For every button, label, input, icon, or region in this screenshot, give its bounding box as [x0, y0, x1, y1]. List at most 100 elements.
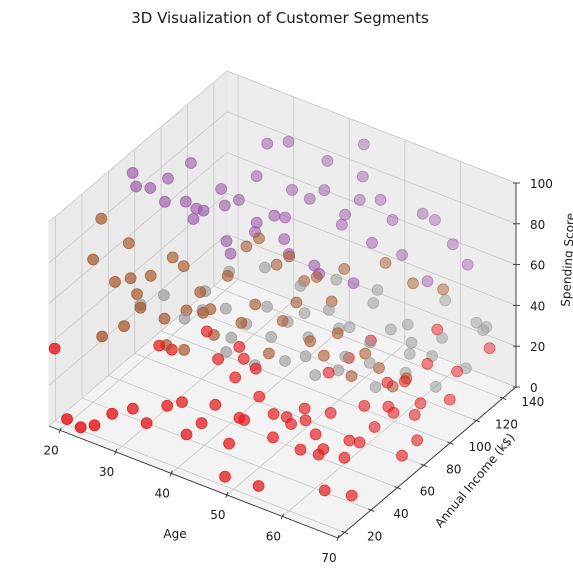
x-grid-floor [282, 365, 461, 517]
y-grid-floor [108, 375, 398, 489]
scatter-point-series-2 [144, 269, 157, 282]
scatter-point-series-2 [276, 314, 289, 327]
y-tick-label: 120 [495, 418, 518, 432]
scatter-point-series-1 [381, 376, 394, 389]
scatter-point-series-3 [144, 182, 157, 194]
scatter-point-series-1 [153, 339, 166, 352]
scatter-point-series-2 [122, 237, 135, 250]
scatter-point-series-4 [225, 331, 238, 344]
scatter-point-series-4 [403, 347, 416, 360]
x-tick-label: 60 [266, 529, 281, 543]
scatter-point-series-1 [299, 414, 312, 427]
scatter-point-series-1 [443, 393, 456, 406]
z-grid-side [48, 152, 228, 304]
scatter-point-series-3 [187, 213, 200, 225]
scatter-point-series-2 [158, 312, 171, 325]
scatter-point-series-3 [356, 170, 369, 183]
scatter-point-series-3 [286, 183, 298, 196]
scatter-point-series-2 [310, 271, 323, 283]
scatter-point-series-3 [339, 208, 352, 221]
scatter-point-series-4 [220, 346, 233, 358]
z-tick-label: 20 [530, 340, 545, 354]
z-grid-back [226, 152, 517, 265]
x-tick [58, 427, 62, 434]
scatter-point-series-2 [437, 283, 450, 296]
scatter-point-series-1 [229, 371, 242, 384]
y-tick [447, 441, 454, 445]
scatter-point-series-3 [184, 157, 197, 169]
scatter-point-series-1 [345, 489, 358, 502]
scatter-point-series-4 [219, 302, 232, 315]
scatter-point-series-1 [253, 390, 266, 403]
scatter-point-series-4 [332, 364, 345, 377]
z-tick-label: 100 [530, 177, 553, 191]
scatter-point-series-4 [258, 261, 271, 274]
x-axis-line [48, 425, 339, 539]
scatter-point-series-2 [345, 370, 358, 383]
scatter-point-series-1 [396, 449, 408, 462]
scatter-point-series-1 [252, 480, 265, 492]
x-tick [114, 448, 118, 455]
scatter-point-series-2 [331, 327, 344, 340]
scatter-point-series-2 [283, 250, 296, 263]
scatter-point-series-3 [347, 277, 360, 290]
y-tick-label: 40 [393, 507, 408, 521]
scatter-point-series-1 [161, 399, 174, 412]
scatter-point-series-1 [298, 402, 311, 415]
scatter-point-series-4 [480, 321, 493, 333]
scatter-point-series-2 [407, 277, 419, 290]
y-grid-floor [187, 308, 477, 421]
scatter-point-series-3 [250, 170, 263, 183]
scatter-point-series-2 [124, 272, 137, 285]
y-grid-floor [134, 352, 424, 466]
scatter-point-series-1 [421, 357, 434, 370]
scatter-point-series-1 [451, 365, 464, 378]
scatter-point-series-1 [195, 417, 208, 430]
scatter-point-series-3 [162, 172, 174, 185]
scatter-point-series-4 [330, 273, 343, 286]
z-grid-back [226, 70, 517, 184]
y-tick-label: 20 [367, 529, 382, 543]
z-grid-back [226, 274, 517, 388]
scatter-point-series-2 [304, 335, 317, 348]
scatter-point-series-1 [212, 353, 225, 366]
scatter-point-series-1 [223, 437, 236, 450]
z-grid-side [48, 274, 228, 427]
scatter-point-series-4 [439, 294, 452, 307]
chart-title: 3D Visualization of Customer Segments [131, 9, 429, 27]
y-tick [420, 463, 428, 468]
scatter-point-series-3 [321, 154, 334, 167]
y-tick-label: 100 [469, 440, 492, 454]
scatter-point-series-4 [261, 300, 274, 313]
scatter-point-series-3 [421, 275, 434, 288]
scatter-point-series-4 [364, 336, 377, 349]
scatter-point-series-4 [157, 289, 170, 302]
x-tick-label: 50 [210, 508, 225, 522]
scatter-point-series-3 [386, 214, 399, 226]
scatter-point-series-2 [221, 269, 234, 282]
scatter-point-series-3 [220, 235, 233, 248]
scatter-point-series-4 [299, 350, 312, 363]
scatter-point-series-3 [179, 195, 192, 208]
axis-lines [48, 183, 517, 539]
scatter-point-series-3 [218, 199, 231, 212]
scatter-point-series-1 [324, 406, 337, 419]
z-grid-back [226, 111, 517, 225]
scatter-point-series-3 [232, 193, 245, 206]
scatter-point-series-1 [387, 406, 400, 419]
x-tick [225, 491, 229, 498]
x-tick-label: 70 [321, 551, 336, 565]
scatter-point-series-2 [290, 296, 303, 309]
scatter-point-series-4 [309, 369, 322, 382]
scatter-point-series-1 [322, 366, 335, 379]
z-tick-label: 0 [530, 381, 538, 395]
scatter-point-series-4 [298, 307, 311, 320]
scatter-point-series-4 [178, 312, 191, 325]
scatter-point-series-4 [384, 323, 397, 336]
x-axis-label: Age [163, 527, 186, 541]
z-tick-label: 80 [530, 218, 545, 232]
z-grid-side [48, 70, 228, 223]
y-tick [367, 508, 375, 512]
scatter-point-series-3 [278, 233, 291, 246]
scatter-point-series-4 [343, 321, 356, 334]
